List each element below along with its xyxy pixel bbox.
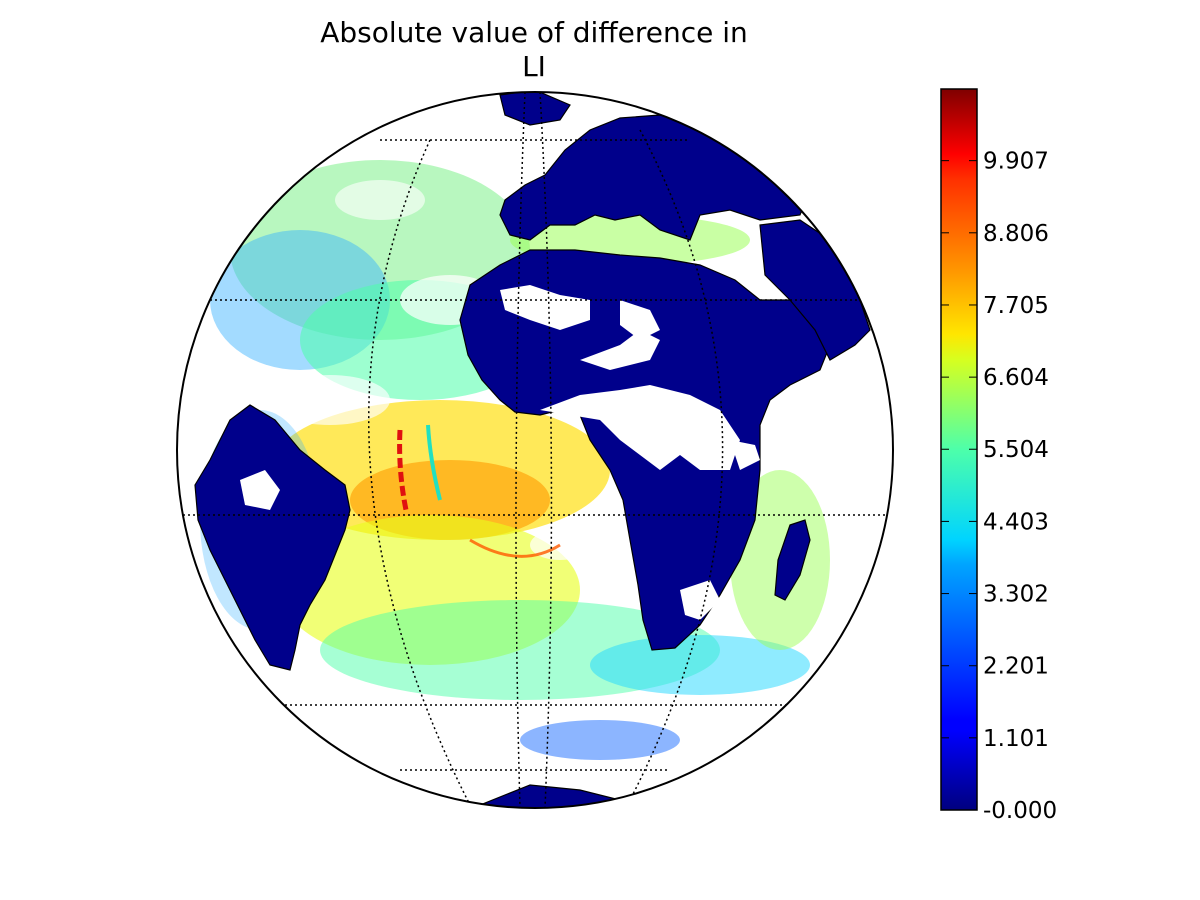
- region-madagascar: [774, 519, 811, 601]
- region-south-america: [194, 404, 351, 671]
- colorbar-tick-label: 8.806: [983, 221, 1049, 247]
- colorbar-tick-label: 4.403: [983, 509, 1049, 535]
- colorbar-tick-label: 1.101: [983, 726, 1049, 752]
- orbit-edge-streaks: [397, 424, 561, 558]
- chart-title-line1: Absolute value of difference in: [320, 16, 748, 49]
- colorbar: -0.000 1.101 2.201 3.302 4.403 5.504 6.604 7.70…: [940, 88, 1057, 824]
- colorbar-tick-label: 2.201: [983, 654, 1049, 680]
- region-antarctic: [479, 784, 621, 808]
- chart-title-line2: LI: [522, 50, 546, 83]
- region-arctic: [499, 92, 571, 126]
- colorbar-tick-label: -0.000: [983, 798, 1057, 824]
- globe-outline: [176, 91, 894, 809]
- colorbar-tick-label: 9.907: [983, 149, 1049, 175]
- colorbar-tick-label: 7.705: [983, 293, 1049, 319]
- colorbar-tick-label: 5.504: [983, 437, 1049, 463]
- colorbar-tick-label: 6.604: [983, 365, 1049, 391]
- globe-map: [177, 92, 893, 808]
- colorbar-ticks: -0.000 1.101 2.201 3.302 4.403 5.504 6.604 7.70…: [941, 149, 1057, 824]
- graticule-lines: [178, 92, 892, 808]
- colorbar-tick-label: 3.302: [983, 582, 1049, 608]
- land-no-data: [240, 285, 760, 620]
